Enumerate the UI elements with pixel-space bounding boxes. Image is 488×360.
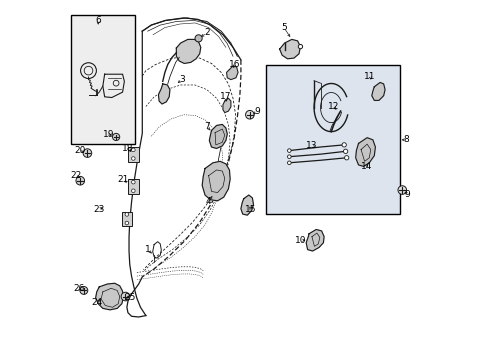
Text: 9: 9 xyxy=(404,190,410,199)
Text: 9: 9 xyxy=(254,107,260,116)
Text: 26: 26 xyxy=(73,284,84,293)
Circle shape xyxy=(287,155,290,158)
Circle shape xyxy=(341,143,346,147)
Text: 20: 20 xyxy=(74,146,86,155)
Text: 10: 10 xyxy=(294,236,305,245)
Bar xyxy=(122,212,132,226)
Text: 17: 17 xyxy=(220,92,231,101)
Circle shape xyxy=(76,176,84,185)
Polygon shape xyxy=(209,125,227,148)
Text: 16: 16 xyxy=(228,60,240,69)
Text: 5: 5 xyxy=(281,23,286,32)
Polygon shape xyxy=(96,283,123,310)
Circle shape xyxy=(195,35,202,42)
Circle shape xyxy=(245,111,254,119)
Bar xyxy=(70,15,135,144)
Polygon shape xyxy=(241,195,253,215)
Polygon shape xyxy=(176,40,201,63)
Polygon shape xyxy=(223,98,230,113)
Text: 18: 18 xyxy=(122,144,133,153)
Text: 13: 13 xyxy=(305,141,317,150)
Circle shape xyxy=(287,149,290,152)
Text: 23: 23 xyxy=(93,205,105,214)
Text: 24: 24 xyxy=(91,298,102,307)
Circle shape xyxy=(343,149,347,153)
Text: 6: 6 xyxy=(95,16,101,25)
Polygon shape xyxy=(371,82,384,100)
Text: 2: 2 xyxy=(203,28,209,37)
Text: 12: 12 xyxy=(327,102,339,111)
Polygon shape xyxy=(305,229,324,251)
Circle shape xyxy=(344,156,348,160)
Circle shape xyxy=(80,287,88,294)
Circle shape xyxy=(287,161,290,165)
Bar xyxy=(128,147,139,162)
Text: 7: 7 xyxy=(203,122,209,131)
Circle shape xyxy=(125,213,128,216)
Polygon shape xyxy=(355,138,375,166)
Text: 15: 15 xyxy=(244,205,256,214)
Polygon shape xyxy=(158,84,169,104)
Bar xyxy=(128,179,139,194)
Circle shape xyxy=(121,292,129,301)
Text: 19: 19 xyxy=(103,130,115,139)
Text: 14: 14 xyxy=(360,162,371,171)
Circle shape xyxy=(131,189,135,193)
Circle shape xyxy=(83,149,92,157)
Text: 1: 1 xyxy=(144,246,150,255)
Circle shape xyxy=(397,186,406,194)
Circle shape xyxy=(131,148,135,152)
Polygon shape xyxy=(226,66,238,80)
Text: 11: 11 xyxy=(364,72,375,81)
Bar xyxy=(265,65,400,214)
Circle shape xyxy=(131,180,135,184)
Text: 25: 25 xyxy=(124,293,136,302)
Circle shape xyxy=(298,44,302,49)
Circle shape xyxy=(112,134,120,140)
Circle shape xyxy=(131,157,135,160)
Polygon shape xyxy=(279,40,300,59)
Circle shape xyxy=(125,221,128,225)
Text: 8: 8 xyxy=(403,135,408,144)
Polygon shape xyxy=(202,161,230,201)
Text: 22: 22 xyxy=(70,171,81,180)
Text: 21: 21 xyxy=(117,175,129,184)
Text: 4: 4 xyxy=(205,197,211,206)
Text: 3: 3 xyxy=(179,75,184,84)
